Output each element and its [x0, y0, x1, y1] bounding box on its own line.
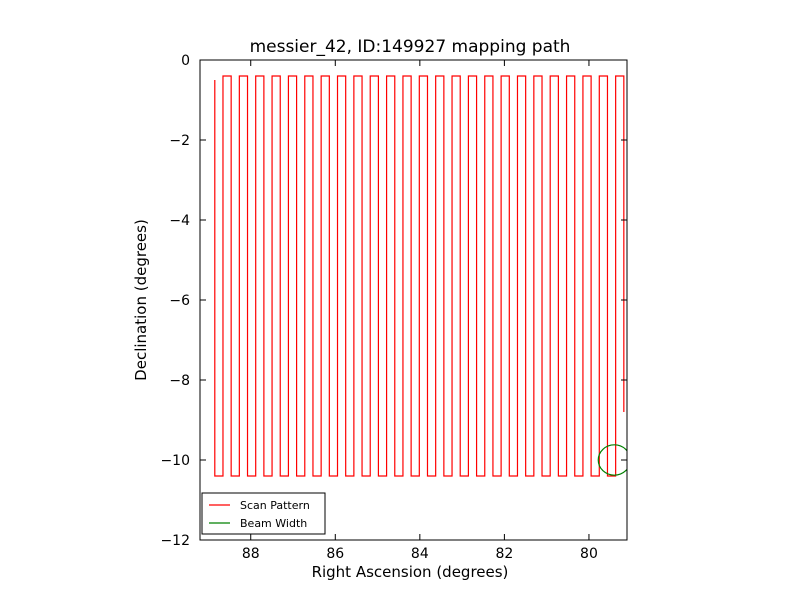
legend-beam-label: Beam Width	[240, 517, 307, 530]
y-tick-label: −8	[169, 373, 190, 389]
y-tick-label: −6	[169, 293, 190, 309]
x-tick-label: 88	[242, 546, 260, 562]
legend-scan-label: Scan Pattern	[240, 499, 310, 512]
plot-area	[200, 60, 627, 540]
y-axis-label: Declination (degrees)	[132, 219, 150, 381]
legend-box	[201, 492, 326, 535]
scan-pattern-line	[214, 75, 625, 477]
x-tick-label: 84	[411, 546, 429, 562]
data-layer	[214, 75, 627, 477]
y-tick-label: −2	[169, 133, 190, 149]
x-tick-label: 86	[326, 546, 344, 562]
y-tick-label: −12	[160, 533, 190, 549]
x-axis-label: Right Ascension (degrees)	[312, 563, 509, 581]
x-tick-label: 82	[495, 546, 513, 562]
y-tick-label: −10	[160, 453, 190, 469]
axis-ticks: 88 86 84 82 80 0 −2 −4 −6 −8 −10 −12	[160, 53, 627, 562]
chart-title: messier_42, ID:149927 mapping path	[250, 37, 571, 57]
beam-width-circle	[597, 444, 627, 476]
y-tick-label: 0	[181, 53, 190, 69]
y-tick-label: −4	[169, 213, 190, 229]
legend: Scan Pattern Beam Width	[201, 492, 326, 535]
x-tick-label: 80	[580, 546, 598, 562]
